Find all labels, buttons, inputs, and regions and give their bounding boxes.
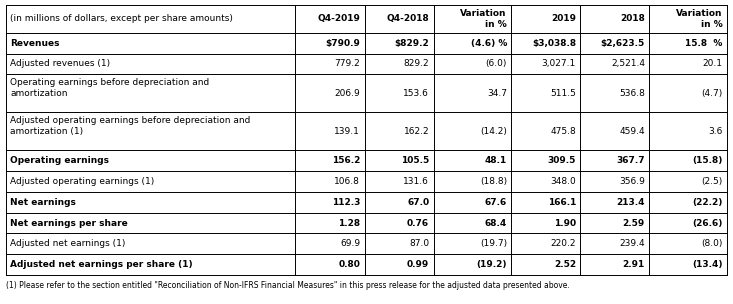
Text: 309.5: 309.5: [548, 156, 576, 165]
Text: 3,027.1: 3,027.1: [542, 60, 576, 68]
Text: 139.1: 139.1: [334, 127, 360, 136]
Text: Q4-2019: Q4-2019: [317, 14, 360, 23]
Text: (18.8): (18.8): [480, 177, 507, 186]
Text: 156.2: 156.2: [332, 156, 360, 165]
Text: 112.3: 112.3: [332, 198, 360, 207]
Text: 2,521.4: 2,521.4: [611, 60, 645, 68]
Text: (in millions of dollars, except per share amounts): (in millions of dollars, except per shar…: [10, 14, 233, 23]
Text: (1) Please refer to the section entitled "Reconciliation of Non-IFRS Financial M: (1) Please refer to the section entitled…: [6, 281, 570, 290]
Text: 2.91: 2.91: [623, 260, 645, 269]
Text: 348.0: 348.0: [550, 177, 576, 186]
Text: (19.2): (19.2): [476, 260, 507, 269]
Text: 153.6: 153.6: [403, 89, 429, 98]
Text: 15.8  %: 15.8 %: [685, 39, 723, 48]
Text: 459.4: 459.4: [619, 127, 645, 136]
Text: 166.1: 166.1: [548, 198, 576, 207]
Text: (13.4): (13.4): [692, 260, 723, 269]
Text: (22.2): (22.2): [693, 198, 723, 207]
Text: 68.4: 68.4: [485, 219, 507, 228]
Text: 2.52: 2.52: [554, 260, 576, 269]
Text: (14.2): (14.2): [480, 127, 507, 136]
Text: 536.8: 536.8: [619, 89, 645, 98]
Text: (19.7): (19.7): [480, 240, 507, 248]
Text: Adjusted net earnings (1): Adjusted net earnings (1): [10, 240, 125, 248]
Text: 20.1: 20.1: [703, 60, 723, 68]
Text: Q4-2018: Q4-2018: [386, 14, 429, 23]
Text: $790.9: $790.9: [325, 39, 360, 48]
Text: 48.1: 48.1: [485, 156, 507, 165]
Text: Variation
in %: Variation in %: [677, 9, 723, 29]
Text: (26.6): (26.6): [693, 219, 723, 228]
Text: Variation
in %: Variation in %: [460, 9, 507, 29]
Text: 1.90: 1.90: [554, 219, 576, 228]
Text: (2.5): (2.5): [701, 177, 723, 186]
Text: Adjusted revenues (1): Adjusted revenues (1): [10, 60, 111, 68]
Text: 2018: 2018: [620, 14, 645, 23]
Text: Net earnings: Net earnings: [10, 198, 76, 207]
Text: $2,623.5: $2,623.5: [601, 39, 645, 48]
Text: 105.5: 105.5: [401, 156, 429, 165]
Text: 511.5: 511.5: [550, 89, 576, 98]
Text: 2019: 2019: [551, 14, 576, 23]
Text: 779.2: 779.2: [334, 60, 360, 68]
Text: 0.76: 0.76: [407, 219, 429, 228]
Text: (4.6) %: (4.6) %: [471, 39, 507, 48]
Text: 3.6: 3.6: [708, 127, 723, 136]
Text: 67.6: 67.6: [485, 198, 507, 207]
Text: Net earnings per share: Net earnings per share: [10, 219, 128, 228]
Text: 0.99: 0.99: [407, 260, 429, 269]
Text: $829.2: $829.2: [394, 39, 429, 48]
Text: Revenues: Revenues: [10, 39, 60, 48]
Text: 106.8: 106.8: [334, 177, 360, 186]
Text: $3,038.8: $3,038.8: [532, 39, 576, 48]
Text: (4.7): (4.7): [701, 89, 723, 98]
Text: 2.59: 2.59: [623, 219, 645, 228]
Text: Adjusted operating earnings (1): Adjusted operating earnings (1): [10, 177, 155, 186]
Text: 162.2: 162.2: [404, 127, 429, 136]
Text: 829.2: 829.2: [404, 60, 429, 68]
Text: 367.7: 367.7: [616, 156, 645, 165]
Text: (8.0): (8.0): [701, 240, 723, 248]
Text: 0.80: 0.80: [338, 260, 360, 269]
Text: 87.0: 87.0: [409, 240, 429, 248]
Text: 213.4: 213.4: [616, 198, 645, 207]
Text: Operating earnings before depreciation and
amortization: Operating earnings before depreciation a…: [10, 78, 210, 98]
Text: 131.6: 131.6: [403, 177, 429, 186]
Text: 206.9: 206.9: [334, 89, 360, 98]
Text: Operating earnings: Operating earnings: [10, 156, 109, 165]
Text: (6.0): (6.0): [485, 60, 507, 68]
Text: 69.9: 69.9: [340, 240, 360, 248]
Text: (15.8): (15.8): [693, 156, 723, 165]
Text: 1.28: 1.28: [338, 219, 360, 228]
Text: Adjusted operating earnings before depreciation and
amortization (1): Adjusted operating earnings before depre…: [10, 116, 251, 136]
Text: 220.2: 220.2: [550, 240, 576, 248]
Text: 67.0: 67.0: [407, 198, 429, 207]
Text: 239.4: 239.4: [619, 240, 645, 248]
Text: Adjusted net earnings per share (1): Adjusted net earnings per share (1): [10, 260, 193, 269]
Text: 356.9: 356.9: [619, 177, 645, 186]
Text: 475.8: 475.8: [550, 127, 576, 136]
Text: 34.7: 34.7: [487, 89, 507, 98]
